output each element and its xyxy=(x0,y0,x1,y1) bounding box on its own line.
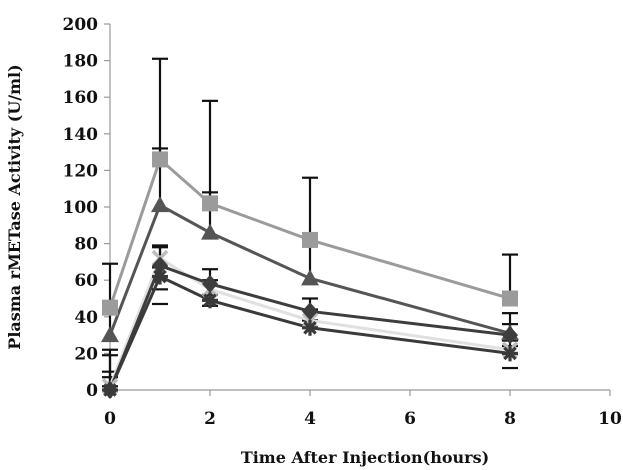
data-point-star-stroke xyxy=(503,346,517,361)
data-point-diamond xyxy=(502,326,518,345)
y-tick-label: 60 xyxy=(74,271,98,291)
y-tick-label: 140 xyxy=(63,125,99,145)
y-tick-label: 160 xyxy=(63,88,99,108)
data-point-star-stroke xyxy=(153,269,167,284)
data-point-star xyxy=(502,345,518,362)
x-tick-label: 8 xyxy=(504,409,516,429)
data-point-triangle xyxy=(201,223,219,240)
data-point-square xyxy=(302,231,318,248)
series-markers xyxy=(101,151,519,399)
y-tick-label: 200 xyxy=(63,15,99,35)
x-tick-label: 0 xyxy=(104,409,116,429)
y-tick-label: 100 xyxy=(63,198,99,218)
x-tick-label: 2 xyxy=(204,409,216,429)
data-point-square xyxy=(102,299,118,316)
data-point-diamond xyxy=(302,302,318,321)
x-tick-label: 6 xyxy=(404,409,416,429)
y-tick-label: 0 xyxy=(86,381,98,401)
data-point-star xyxy=(202,292,218,309)
y-tick-label: 120 xyxy=(63,161,99,181)
y-axis-title: Plasma rMETase Activity (U/ml) xyxy=(5,64,24,349)
x-axis: 0 2 4 6 8 10 xyxy=(104,389,622,429)
y-tick-label: 180 xyxy=(63,52,99,72)
x-axis-title: Time After Injection(hours) xyxy=(241,448,489,467)
data-point-triangle xyxy=(301,269,319,286)
x-tick-label: 10 xyxy=(598,409,622,429)
data-point-star xyxy=(102,382,118,398)
data-point-triangle xyxy=(151,196,169,213)
data-point-star xyxy=(302,319,318,336)
data-point-square xyxy=(152,151,168,168)
data-point-star-stroke xyxy=(203,293,217,308)
y-tick-label: 20 xyxy=(74,344,98,364)
y-tick-label: 80 xyxy=(74,235,98,255)
data-point-star xyxy=(152,268,168,285)
data-point-diamond xyxy=(202,274,218,293)
data-point-square xyxy=(502,290,518,307)
y-axis: 0 20 40 60 80 100 120 140 160 180 200 xyxy=(63,15,111,401)
data-point-star-stroke xyxy=(303,320,317,335)
x-tick-label: 4 xyxy=(304,409,316,429)
error-bars xyxy=(102,57,518,390)
data-point-square xyxy=(202,195,218,212)
data-point-star-stroke xyxy=(103,383,117,397)
data-point-triangle xyxy=(101,326,119,343)
y-tick-label: 40 xyxy=(74,308,98,328)
data-point-diamond xyxy=(152,256,168,275)
